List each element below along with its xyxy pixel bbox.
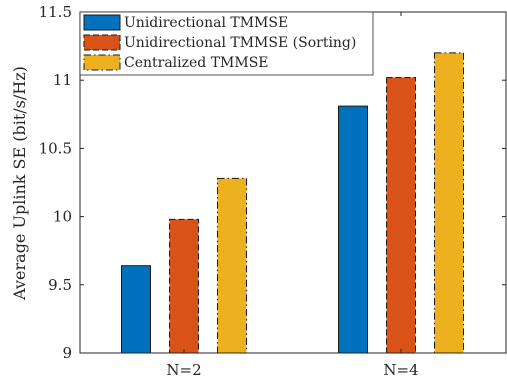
bar (169, 218, 199, 354)
legend-label: Unidirectional TMMSE (Sorting) (124, 35, 356, 51)
legend-label: Unidirectional TMMSE (124, 15, 288, 31)
bar (386, 76, 416, 354)
y-tick-label: 11.5 (39, 3, 72, 21)
legend-label: Centralized TMMSE (124, 55, 269, 71)
y-tick-label: 9 (62, 344, 72, 362)
bar (217, 177, 247, 354)
x-tick-label: N=2 (166, 361, 201, 379)
legend-swatch (83, 14, 121, 31)
y-tick-label: 10.5 (39, 139, 72, 157)
bar (338, 105, 368, 354)
legend-swatch (83, 34, 121, 51)
y-tick-label: 10 (53, 208, 72, 226)
legend-swatch (83, 54, 121, 71)
bar (434, 52, 464, 354)
y-axis-label: Average Uplink SE (bit/s/Hz) (10, 66, 29, 301)
x-ticks-layer: N=2 N=4 (166, 12, 419, 379)
y-tick-label: 11 (53, 71, 72, 89)
legend: Unidirectional TMMSE Unidirectional TMMSE… (79, 11, 374, 76)
legend-box (79, 11, 374, 76)
bar (121, 265, 151, 354)
x-tick-label: N=4 (383, 361, 418, 379)
bars-layer (121, 52, 464, 354)
y-ticks-layer: 9 9.5 10 10.5 11 11.5 (39, 3, 506, 362)
y-tick-label: 9.5 (48, 276, 72, 294)
